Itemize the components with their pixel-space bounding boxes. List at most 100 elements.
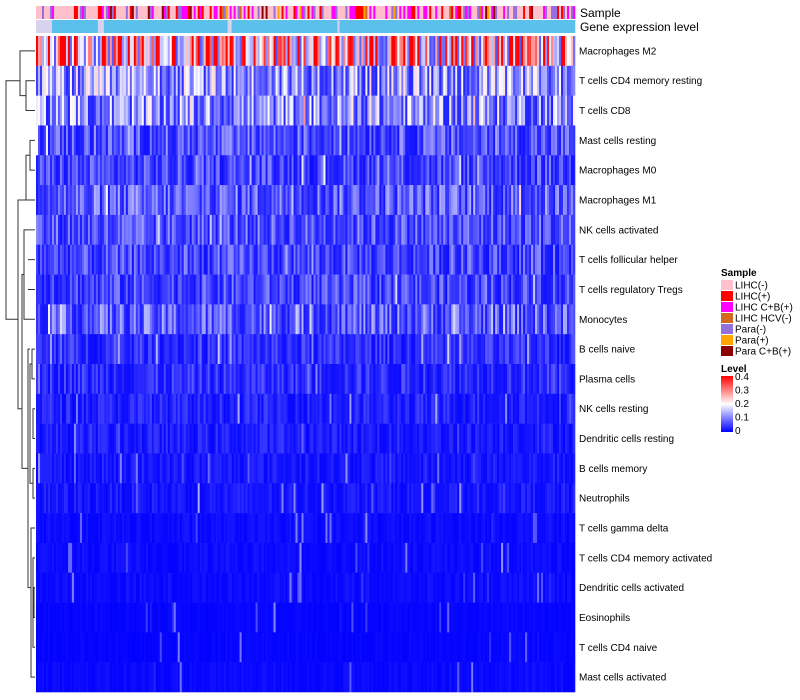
heatmap-cell <box>291 334 294 365</box>
heatmap-cell <box>173 513 177 544</box>
heatmap-cell <box>71 185 75 216</box>
heatmap-cell <box>501 274 504 305</box>
heatmap-cell <box>453 214 456 246</box>
heatmap-cell <box>573 453 576 484</box>
heatmap-cell <box>527 393 530 424</box>
sample-annotation-cell <box>541 6 544 19</box>
heatmap-cell <box>557 274 560 305</box>
heatmap-cell <box>321 483 324 514</box>
heatmap-cell <box>527 214 530 246</box>
heatmap-cell <box>51 423 55 454</box>
heatmap-cell <box>549 185 552 216</box>
heatmap-cell <box>225 95 228 126</box>
heatmap-cell <box>243 513 246 544</box>
heatmap-cell <box>529 36 532 67</box>
heatmap-cell <box>115 393 119 424</box>
heatmap-cell <box>175 423 179 454</box>
heatmap-cell <box>525 453 528 484</box>
expression-level-cell <box>149 20 153 33</box>
heatmap-cell <box>155 334 159 365</box>
heatmap-cell <box>223 65 226 96</box>
heatmap-cell <box>239 393 242 424</box>
sample-annotation-cell <box>401 6 404 19</box>
heatmap-cell <box>197 513 200 544</box>
heatmap-cell <box>137 214 141 246</box>
expression-level-cell <box>151 20 155 33</box>
sample-annotation-cell <box>459 6 462 19</box>
sample-annotation-cell <box>363 6 366 19</box>
heatmap-cell <box>93 185 97 216</box>
heatmap-cell <box>347 334 350 365</box>
expression-level-cell <box>553 20 556 33</box>
heatmap-cell <box>163 36 167 67</box>
heatmap-cell <box>181 36 185 67</box>
heatmap-cell <box>137 393 141 424</box>
heatmap-cell <box>329 214 332 246</box>
sample-annotation-cell <box>237 6 240 19</box>
heatmap-cell <box>561 36 564 67</box>
heatmap-cell <box>75 185 79 216</box>
heatmap-cell <box>363 244 366 275</box>
heatmap-cell <box>95 244 99 275</box>
heatmap-cell <box>255 513 258 544</box>
heatmap-cell <box>183 65 187 96</box>
heatmap-cell <box>127 274 131 305</box>
heatmap-cell <box>191 393 195 424</box>
heatmap-cell <box>217 65 220 96</box>
heatmap-cell <box>369 334 372 365</box>
heatmap-cell <box>49 423 53 454</box>
heatmap-cell <box>121 483 125 514</box>
heatmap-cell <box>545 274 548 305</box>
heatmap-cell <box>43 483 47 514</box>
heatmap-cell <box>55 513 59 544</box>
heatmap-cell <box>231 185 234 216</box>
heatmap-cell <box>535 393 538 424</box>
heatmap-cell <box>77 65 81 96</box>
heatmap-cell <box>251 483 254 514</box>
heatmap-cell <box>517 36 520 67</box>
heatmap-cell <box>389 95 392 126</box>
heatmap-cell <box>219 244 222 275</box>
heatmap-cell <box>455 393 458 424</box>
heatmap-cell <box>241 423 244 454</box>
heatmap-cell <box>263 304 266 335</box>
heatmap-cell <box>491 95 494 126</box>
heatmap-cell <box>551 214 554 246</box>
heatmap-cell <box>391 304 394 335</box>
heatmap-cell <box>217 244 220 275</box>
heatmap-cell <box>553 453 556 484</box>
heatmap-cell <box>197 65 200 96</box>
heatmap-cell <box>153 274 157 305</box>
heatmap-cell <box>341 214 344 246</box>
heatmap-cell <box>457 334 460 365</box>
heatmap-cell <box>413 334 416 365</box>
heatmap-cell <box>553 125 556 156</box>
heatmap-cell <box>79 364 83 395</box>
heatmap-cell <box>451 423 454 454</box>
expression-level-cell <box>463 20 466 33</box>
sample-annotation-cell <box>463 6 466 19</box>
heatmap-cell <box>251 453 254 484</box>
heatmap-cell <box>103 364 107 395</box>
heatmap-cell <box>151 36 155 67</box>
heatmap-cell <box>243 453 246 484</box>
heatmap-cell <box>519 423 522 454</box>
heatmap-cell <box>357 214 360 246</box>
heatmap-cell <box>221 453 224 484</box>
heatmap-cell <box>465 155 468 186</box>
heatmap-cell <box>99 393 103 424</box>
heatmap-cell <box>65 483 69 514</box>
heatmap-cell <box>347 214 350 246</box>
expression-level-cell <box>327 20 330 33</box>
heatmap-cell <box>201 304 204 335</box>
heatmap-cell <box>447 274 450 305</box>
heatmap-cell <box>38 155 41 186</box>
heatmap-cell <box>341 244 344 275</box>
heatmap-cell <box>421 393 424 424</box>
heatmap-cell <box>483 274 486 305</box>
heatmap-cell <box>233 95 236 126</box>
heatmap-cell <box>189 334 193 365</box>
heatmap-cell <box>239 244 242 275</box>
heatmap-cell <box>439 214 442 246</box>
heatmap-cell <box>355 274 358 305</box>
